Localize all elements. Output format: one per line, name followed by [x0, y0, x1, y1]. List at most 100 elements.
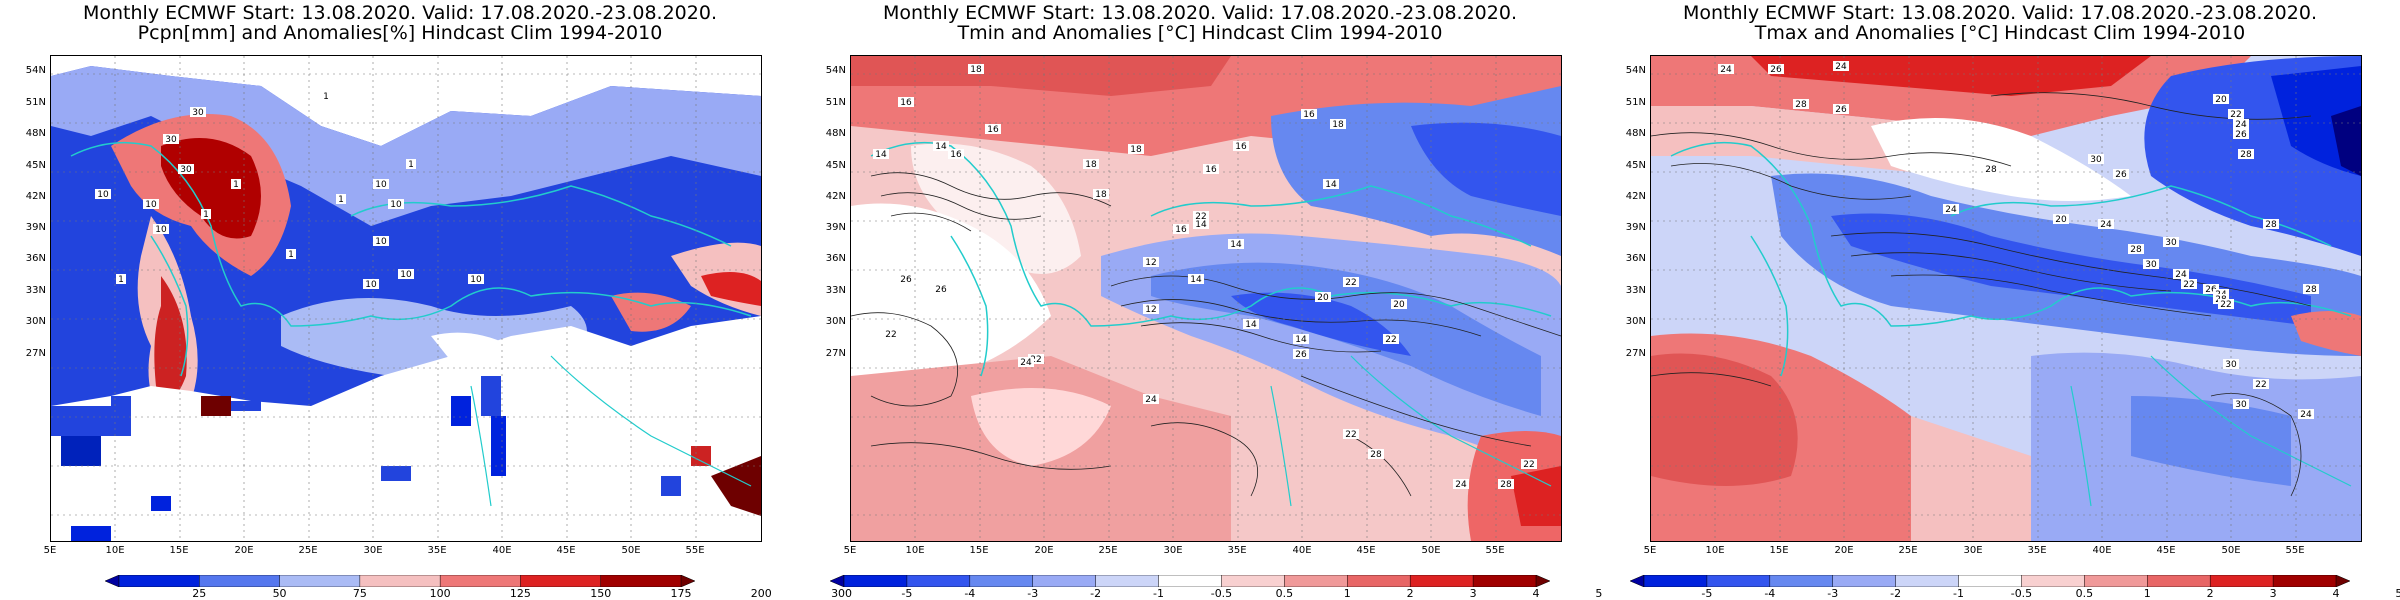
svg-text:30: 30: [192, 108, 204, 118]
contour-label: 22: [1521, 459, 1537, 470]
x-axis-label: 10E: [905, 545, 925, 556]
svg-text:16: 16: [1205, 165, 1217, 175]
contour-label: 28: [1983, 164, 1999, 175]
contour-label: 24: [1833, 61, 1849, 72]
contour-label: 20: [1391, 299, 1407, 310]
colorbar-swatch: [1284, 575, 1349, 587]
contour-label: 22: [1343, 277, 1359, 288]
svg-text:30: 30: [2090, 155, 2102, 165]
x-axis-label: 40E: [492, 545, 512, 556]
colorbar-swatch: [1095, 575, 1160, 587]
contour-label: 18: [968, 64, 984, 75]
x-axis-label: 55E: [685, 545, 705, 556]
contour-label: 20: [2213, 94, 2229, 105]
y-axis-label: 45N: [25, 160, 46, 171]
contour-label: 24: [1943, 204, 1959, 215]
svg-text:30: 30: [165, 135, 177, 145]
colorbar-swatch: [439, 575, 522, 587]
contour-label: 10: [363, 279, 379, 290]
contour-label: 16: [1203, 164, 1219, 175]
svg-text:12: 12: [1145, 258, 1156, 268]
colorbar-label: 1: [2143, 587, 2151, 600]
y-axis-label: 33N: [25, 285, 46, 296]
x-axis-label: 10E: [1705, 545, 1725, 556]
colorbar-label: -4: [1764, 587, 1776, 600]
x-axis-label: 40E: [1292, 545, 1312, 556]
contour-label: 14: [1323, 179, 1339, 190]
colorbar-arrow-left-icon: [830, 575, 845, 587]
colorbar-swatch: [1706, 575, 1771, 587]
x-axis-label: 25E: [298, 545, 318, 556]
colorbar-label: -2: [1090, 587, 1102, 600]
contour-label: 1: [336, 194, 346, 205]
contour-label: 20: [2053, 214, 2069, 225]
colorbar-label: -4: [964, 587, 976, 600]
svg-text:14: 14: [1325, 180, 1337, 190]
colorbar-swatch: [199, 575, 281, 587]
colorbar-swatch: [969, 575, 1034, 587]
svg-text:1: 1: [118, 275, 124, 285]
colorbar-swatch: [1221, 575, 1286, 587]
colorbar-label: -5: [901, 587, 913, 600]
contour-label: 22: [2253, 379, 2269, 390]
contour-label: 22: [2181, 279, 2197, 290]
contour-label: 14: [1293, 334, 1309, 345]
svg-text:28: 28: [2265, 220, 2277, 230]
contour-label: 30: [2223, 359, 2239, 370]
contour-label: 28: [1368, 449, 1384, 460]
svg-text:22: 22: [1030, 355, 1041, 365]
contour-label: 24: [1718, 64, 1734, 75]
colorbar-label: 0.5: [1275, 587, 1294, 600]
svg-text:14: 14: [875, 150, 887, 160]
contour-label: 30: [178, 164, 194, 175]
panel-tmin: Monthly ECMWF Start: 13.08.2020. Valid: …: [800, 0, 1603, 600]
y-axis-label: 30N: [825, 316, 846, 327]
contour-label: 1: [286, 249, 296, 260]
contour-label: 16: [898, 97, 914, 108]
colorbar-swatch: [359, 575, 441, 587]
colorbar-swatch: [2272, 575, 2337, 587]
y-axis-label: 48N: [1625, 128, 1646, 139]
contour-label: 22: [2218, 299, 2234, 310]
contour-label: 14: [873, 149, 889, 160]
y-axis-label: 39N: [1625, 222, 1646, 233]
svg-text:26: 26: [2235, 130, 2247, 140]
y-axis-label: 54N: [825, 65, 846, 76]
contour-label: 14: [1193, 219, 1209, 230]
colorbar-label: 2: [2206, 587, 2214, 600]
svg-text:24: 24: [1835, 62, 1847, 72]
colorbar-swatch: [2147, 575, 2211, 587]
contour-label: 12: [1143, 304, 1159, 315]
x-axis-label: 15E: [1769, 545, 1789, 556]
colorbar-label: 50: [272, 587, 287, 600]
colorbar: [830, 575, 1550, 587]
contour-label: 10: [95, 189, 111, 200]
colorbar-label: 200: [750, 587, 772, 600]
contour-label: 10: [388, 199, 404, 210]
svg-text:1: 1: [338, 195, 344, 205]
panel-title-line1: Monthly ECMWF Start: 13.08.2020. Valid: …: [883, 2, 1517, 24]
contour-label: 30: [163, 134, 179, 145]
contour-label: 1: [406, 159, 416, 170]
svg-text:18: 18: [1332, 120, 1344, 130]
tmin-anomaly-map: 18 16 16 14 14 16 18 18 16 16 22 18 14 12 14 12 14 14 22 26…: [850, 55, 1562, 542]
colorbar-label: 1: [1343, 587, 1351, 600]
colorbar-label: 175: [670, 587, 692, 600]
y-axis-label: 51N: [1625, 97, 1646, 108]
contour-label: 24: [1453, 479, 1469, 490]
colorbar: [105, 575, 695, 587]
svg-text:28: 28: [1795, 100, 1807, 110]
svg-text:10: 10: [470, 275, 482, 285]
svg-text:14: 14: [1195, 220, 1207, 230]
x-axis-label: 30E: [1963, 545, 1983, 556]
svg-text:1: 1: [233, 180, 239, 190]
contour-label: 10: [373, 179, 389, 190]
svg-text:24: 24: [1020, 358, 1032, 368]
y-axis-label: 36N: [825, 253, 846, 264]
contour-label: 28: [2303, 284, 2319, 295]
y-axis-label: 54N: [25, 65, 46, 76]
colorbar-swatch: [1472, 575, 1537, 587]
svg-text:28: 28: [2305, 285, 2317, 295]
svg-text:28: 28: [1985, 165, 1997, 175]
svg-text:26: 26: [1835, 105, 1847, 115]
